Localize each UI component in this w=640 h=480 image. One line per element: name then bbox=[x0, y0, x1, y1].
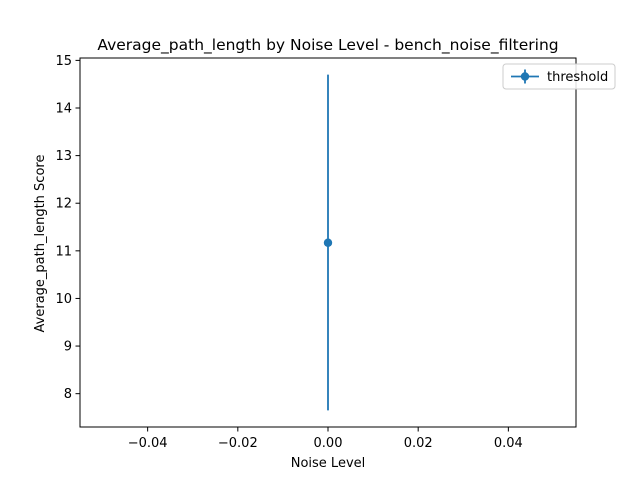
x-tick-label: 0.04 bbox=[494, 436, 523, 451]
y-tick-label: 8 bbox=[64, 387, 72, 402]
legend-box bbox=[502, 63, 616, 90]
y-axis-label: Average_path_length Score bbox=[33, 155, 48, 333]
y-tick-label: 9 bbox=[64, 340, 72, 355]
y-tick-label: 14 bbox=[55, 101, 72, 116]
y-tick-label: 15 bbox=[55, 54, 72, 69]
x-axis-label: Noise Level bbox=[291, 456, 366, 471]
legend-marker bbox=[520, 72, 530, 81]
data-point bbox=[323, 238, 333, 247]
y-tick-label: 13 bbox=[55, 149, 72, 164]
legend: threshold bbox=[502, 63, 616, 90]
legend-label: threshold bbox=[547, 70, 608, 85]
x-tick-label: 0.02 bbox=[404, 436, 433, 451]
x-tick-label: 0.00 bbox=[314, 436, 343, 451]
chart-title: Average_path_length by Noise Level - ben… bbox=[97, 36, 558, 55]
y-tick-label: 10 bbox=[55, 292, 72, 307]
plot-area: −0.04 −0.02 0.00 0.02 0.04 8 9 10 11 12 13 14 15 bbox=[55, 54, 577, 451]
y-tick-label: 12 bbox=[55, 197, 72, 212]
x-tick-label: −0.04 bbox=[128, 436, 168, 451]
x-tick-label: −0.02 bbox=[218, 436, 258, 451]
y-tick-label: 11 bbox=[55, 244, 72, 259]
